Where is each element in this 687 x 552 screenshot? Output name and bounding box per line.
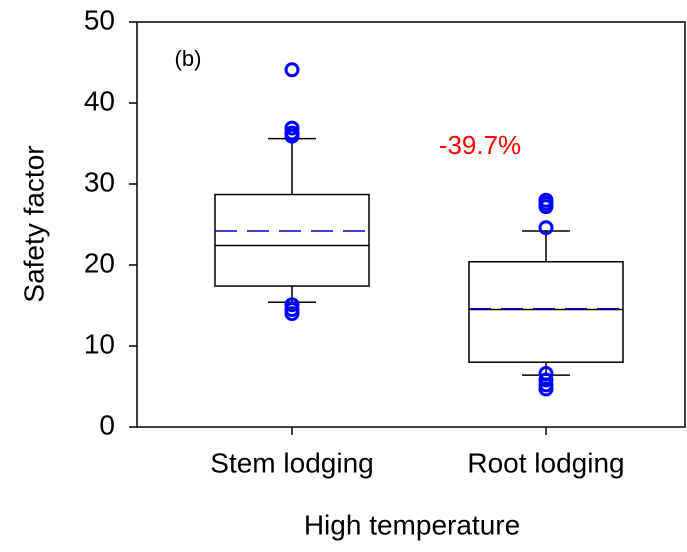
outlier (538, 199, 554, 215)
annotation: -39.7% (439, 130, 521, 160)
outlier (284, 62, 300, 78)
y-axis-label: Safety factor (18, 145, 49, 302)
annotation: (b) (175, 46, 202, 71)
y-tick-label: 40 (84, 85, 115, 116)
outlier (284, 128, 300, 144)
y-tick-label: 0 (99, 409, 115, 440)
outlier (284, 120, 300, 136)
outlier (538, 372, 554, 388)
y-tick-label: 20 (84, 247, 115, 278)
y-tick-label: 30 (84, 166, 115, 197)
x-tick-label: Stem lodging (210, 447, 373, 478)
outlier (284, 297, 300, 313)
y-tick-label: 50 (84, 4, 115, 35)
plot-frame (136, 21, 686, 428)
x-axis-label: High temperature (304, 509, 520, 540)
outlier (538, 381, 554, 397)
y-tick-label: 10 (84, 328, 115, 359)
box (468, 261, 624, 363)
x-tick-label: Root lodging (467, 447, 624, 478)
outlier (284, 306, 300, 322)
box (214, 193, 370, 287)
outlier (538, 220, 554, 236)
